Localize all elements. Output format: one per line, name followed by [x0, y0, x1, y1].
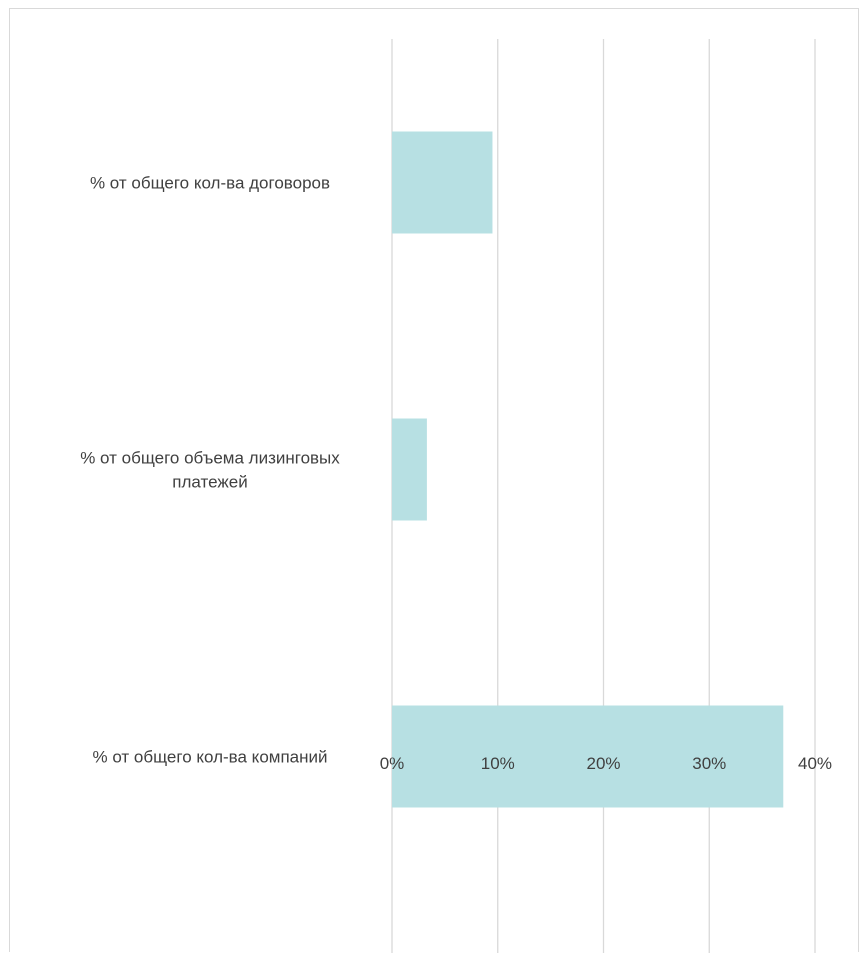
chart-frame: % от общего кол-ва договоров % от общего …: [9, 8, 859, 953]
bar: [392, 131, 493, 234]
x-tick-label: 20%: [586, 754, 620, 773]
bar-chart: % от общего кол-ва договоров % от общего …: [80, 39, 832, 953]
category-label: % от общего объема лизинговых платежей: [80, 449, 340, 492]
x-axis-tick-labels: 0% 10% 20% 30% 40%: [380, 754, 832, 773]
category-label: % от общего кол-ва договоров: [90, 174, 330, 193]
category-label: % от общего кол-ва компаний: [93, 748, 328, 767]
category-label-line: % от общего кол-ва компаний: [93, 748, 328, 767]
x-tick-label: 40%: [798, 754, 832, 773]
category-labels: % от общего кол-ва договоров % от общего …: [80, 174, 340, 767]
category-label-line: % от общего объема лизинговых: [80, 449, 340, 468]
category-label-line: платежей: [172, 473, 247, 492]
x-tick-label: 10%: [481, 754, 515, 773]
category-label-line: % от общего кол-ва договоров: [90, 174, 330, 193]
bars: [392, 131, 784, 808]
x-tick-label: 0%: [380, 754, 405, 773]
bar: [392, 418, 427, 521]
bar: [392, 705, 784, 808]
x-tick-label: 30%: [692, 754, 726, 773]
